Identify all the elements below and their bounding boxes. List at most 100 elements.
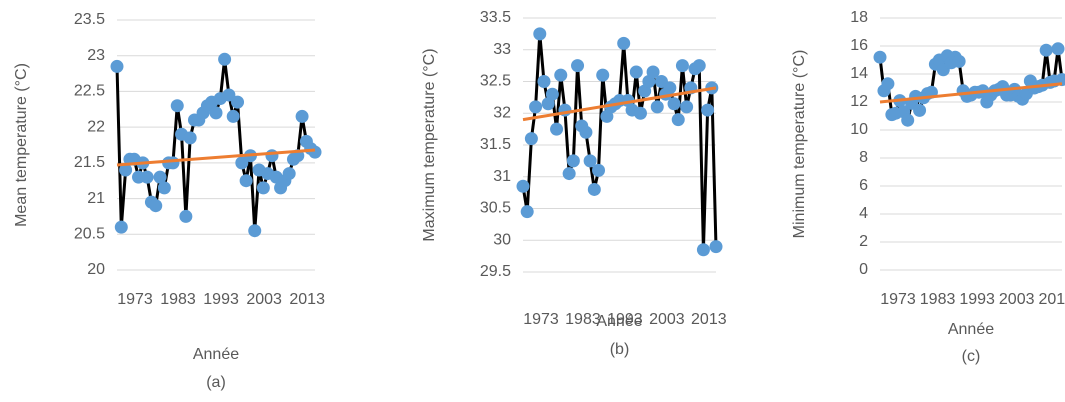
data-point [667, 97, 681, 111]
y-tick-label: 30 [493, 231, 511, 248]
trend-line [116, 148, 316, 167]
data-point [248, 224, 262, 238]
data-point [282, 167, 296, 181]
caption: (b) [610, 341, 630, 358]
data-point [110, 59, 124, 73]
data-point [583, 154, 597, 168]
y-tick-label: 4 [859, 205, 868, 222]
x-tick-label: 1973 [880, 291, 916, 308]
y-tick-label: 6 [859, 177, 868, 194]
y-tick-label: 0 [859, 261, 868, 278]
data-point [295, 109, 309, 123]
data-point [183, 131, 197, 145]
trend-line [879, 82, 1063, 104]
data-point [571, 59, 585, 73]
y-tick-label: 18 [850, 9, 868, 26]
data-point [545, 87, 559, 101]
data-point [550, 122, 564, 136]
y-tick-label: 12 [850, 93, 868, 110]
data-point [562, 167, 576, 181]
data-point [596, 68, 610, 82]
data-point [222, 88, 236, 102]
data-point [554, 68, 568, 82]
x-tick-label: 1993 [607, 311, 643, 328]
data-point [166, 156, 180, 170]
y-tick-label: 32 [493, 104, 511, 121]
y-tick-label: 14 [850, 65, 868, 82]
x-tick-label: 1993 [203, 291, 239, 308]
x-axis-label: Année [193, 346, 239, 363]
data-point [692, 59, 706, 73]
data-point [533, 27, 547, 41]
y-tick-label: 31.5 [480, 136, 511, 153]
data-point [1051, 42, 1065, 56]
data-point [265, 149, 279, 163]
data-point [629, 65, 643, 79]
y-tick-label: 2 [859, 233, 868, 250]
y-tick-label: 23 [87, 47, 105, 64]
data-point [524, 132, 538, 146]
data-point [537, 75, 551, 88]
data-point [529, 100, 543, 114]
data-point [701, 103, 715, 117]
data-point [671, 113, 685, 127]
x-axis-label: Année [596, 313, 642, 330]
y-tick-label: 21 [87, 190, 105, 207]
y-axis-label: Maximum temperature (°C) [421, 48, 438, 241]
data-point [566, 154, 580, 168]
x-tick-label: 2003 [999, 291, 1035, 308]
data-point [231, 95, 245, 109]
y-tick-label: 23.5 [74, 11, 105, 28]
y-tick-label: 8 [859, 149, 868, 166]
data-point [218, 52, 232, 66]
data-point [680, 100, 694, 114]
data-point [516, 179, 530, 193]
data-point [901, 113, 915, 127]
data-point [913, 103, 927, 117]
x-tick-label: 2003 [649, 311, 685, 328]
caption: (c) [962, 348, 981, 365]
data-point [153, 170, 167, 184]
y-tick-label: 16 [850, 37, 868, 54]
x-tick-label: 1983 [565, 311, 601, 328]
y-axis-label: Minimum temperature (°C) [791, 50, 808, 239]
y-tick-label: 33.5 [480, 9, 511, 26]
data-point [663, 81, 677, 95]
caption: (a) [206, 374, 226, 391]
data-point [675, 59, 689, 73]
x-axis-label: Année [948, 321, 994, 338]
y-tick-label: 31 [493, 168, 511, 185]
data-point [170, 99, 184, 113]
data-point [579, 125, 593, 139]
data-point [587, 182, 601, 196]
y-tick-label: 20 [87, 261, 105, 278]
x-tick-label: 1973 [523, 311, 559, 328]
y-tick-label: 33 [493, 41, 511, 58]
data-point [119, 163, 133, 177]
data-point [308, 145, 322, 159]
x-tick-label: 2003 [246, 291, 282, 308]
data-point [696, 243, 710, 257]
data-point [873, 50, 887, 64]
data-point [226, 109, 240, 123]
x-tick-label: 2013 [289, 291, 325, 308]
x-tick-label: 1983 [920, 291, 956, 308]
x-tick-label: 2013 [1038, 291, 1065, 308]
data-point [650, 100, 664, 114]
data-point [256, 181, 270, 195]
x-tick-label: 1973 [117, 291, 153, 308]
data-point [1039, 43, 1053, 57]
data-point [239, 174, 253, 188]
data-point [235, 156, 249, 170]
x-tick-label: 1993 [959, 291, 995, 308]
data-point [140, 170, 154, 184]
data-point [952, 54, 966, 68]
y-tick-label: 22.5 [74, 83, 105, 100]
y-tick-label: 22 [87, 118, 105, 135]
data-point [881, 77, 895, 91]
y-tick-label: 21.5 [74, 154, 105, 171]
x-tick-label: 1983 [160, 291, 196, 308]
y-tick-label: 29.5 [480, 263, 511, 280]
